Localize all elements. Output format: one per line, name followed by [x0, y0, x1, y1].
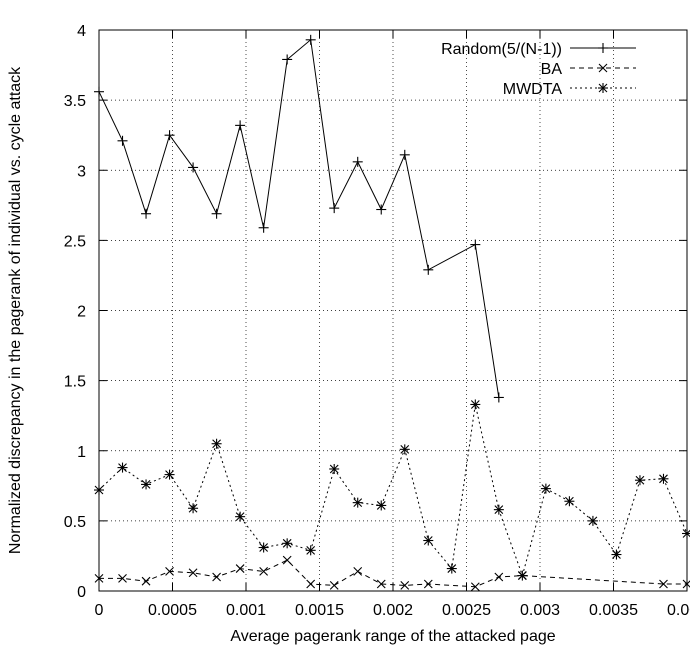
data-point: [564, 496, 575, 507]
data-point: [376, 204, 387, 215]
grid: [99, 30, 687, 591]
data-point: [117, 462, 128, 473]
series-line: [99, 559, 687, 588]
data-point: [259, 566, 269, 576]
legend-item: MWDTA: [503, 81, 636, 98]
y-tick-label: 1.5: [64, 374, 86, 391]
x-tick-label: 0.003: [520, 602, 560, 619]
data-point: [329, 581, 339, 590]
data-point: [235, 511, 246, 522]
data-point: [141, 208, 152, 219]
x-tick-label: 0.001: [226, 602, 266, 619]
data-point: [399, 149, 410, 160]
data-point: [400, 581, 410, 590]
y-tick-label: 0: [77, 584, 86, 601]
x-tick-label: 0.0035: [589, 602, 638, 619]
series-0: [94, 34, 504, 403]
x-tick-label: 0: [95, 602, 104, 619]
data-point: [352, 497, 363, 508]
data-point: [164, 469, 175, 480]
data-point: [376, 579, 386, 589]
data-point: [493, 504, 504, 515]
data-point: [258, 222, 269, 233]
data-point: [211, 438, 222, 449]
y-tick-label: 1: [77, 444, 86, 461]
data-point: [141, 479, 152, 490]
data-point: [188, 162, 199, 173]
x-tick-label: 0.002: [373, 602, 413, 619]
data-point: [141, 576, 151, 586]
data-point: [282, 555, 292, 565]
data-point: [329, 203, 340, 214]
data-point: [470, 239, 481, 250]
data-point: [188, 568, 198, 578]
series: [94, 34, 690, 592]
legend-label: MWDTA: [503, 81, 563, 98]
data-point: [423, 579, 433, 589]
x-tick-label: 0.004: [667, 602, 690, 619]
data-point: [399, 444, 410, 455]
y-tick-label: 0.5: [64, 514, 86, 531]
data-point: [446, 563, 457, 574]
data-point: [188, 503, 199, 514]
legend-marker: [598, 63, 608, 73]
legend-item: Random(5/(N-1)): [441, 41, 636, 58]
legend-label: Random(5/(N-1)): [441, 41, 562, 58]
data-point: [423, 264, 434, 275]
series-line: [98, 38, 500, 398]
legend-label: BA: [541, 61, 563, 78]
data-point: [470, 582, 480, 592]
legend-marker: [598, 83, 608, 93]
x-axis-label: Average pagerank range of the attacked p…: [230, 628, 555, 645]
data-point: [282, 54, 293, 65]
data-point: [94, 86, 104, 97]
data-point: [352, 156, 363, 167]
data-point: [165, 566, 174, 576]
y-tick-label: 2: [77, 304, 86, 321]
legend: Random(5/(N-1)) BA MWDTA: [441, 41, 636, 98]
series-line: [98, 404, 688, 578]
data-point: [118, 573, 127, 583]
data-point: [212, 572, 221, 582]
legend-marker: [598, 43, 608, 53]
data-point: [634, 475, 645, 486]
data-point: [470, 399, 481, 410]
data-point: [493, 392, 504, 403]
x-tick-label: 0.0015: [295, 602, 344, 619]
data-point: [94, 573, 104, 583]
data-point: [659, 579, 668, 589]
data-point: [235, 120, 246, 131]
data-point: [306, 579, 316, 589]
data-point: [282, 538, 293, 549]
y-tick-label: 3.5: [64, 93, 86, 110]
data-point: [517, 570, 528, 581]
x-tick-label: 0.0005: [148, 602, 197, 619]
y-axis-label: Normalized discrepancy in the pagerank o…: [7, 66, 24, 554]
data-point: [587, 515, 598, 526]
series-2: [94, 399, 690, 581]
data-point: [235, 564, 245, 573]
data-point: [94, 485, 104, 496]
data-point: [164, 130, 175, 141]
data-point: [611, 549, 622, 560]
data-point: [353, 566, 363, 576]
data-point: [258, 542, 269, 553]
data-point: [423, 535, 434, 546]
data-point: [305, 34, 316, 45]
data-point: [540, 483, 551, 494]
data-point: [117, 135, 128, 146]
x-tick-label: 0.0025: [442, 602, 491, 619]
tick-labels: 0 0.0005 0.001 0.0015 0.002 0.0025 0.003 0.0035…: [64, 23, 690, 619]
y-tick-label: 4: [77, 23, 86, 40]
legend-item: BA: [541, 61, 636, 78]
data-point: [305, 545, 316, 556]
data-point: [211, 208, 222, 219]
data-point: [494, 572, 504, 582]
data-point: [658, 473, 669, 484]
y-tick-label: 3: [77, 163, 86, 180]
y-tick-label: 2.5: [64, 233, 86, 250]
data-point: [329, 463, 340, 474]
data-point: [376, 500, 387, 511]
